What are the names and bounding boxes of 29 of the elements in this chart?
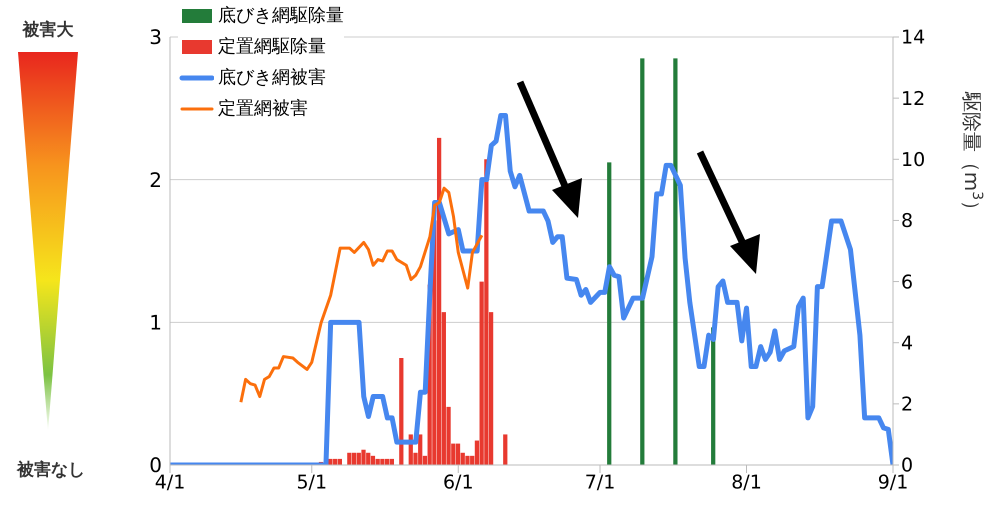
- y2-tick-label: 14: [901, 26, 926, 49]
- x-tick-label: 9/1: [878, 471, 908, 494]
- y2-tick-label: 12: [901, 88, 926, 110]
- text: 被害大: [21, 19, 74, 41]
- x-tick-label: 7/1: [584, 471, 616, 494]
- x-tick-label: 5/1: [296, 471, 328, 494]
- legend-label: 底びき網駆除量: [218, 4, 344, 28]
- legend-label: 底びき網被害: [218, 66, 326, 90]
- y2-tick-label: 4: [901, 332, 914, 354]
- legend-label: 定置網駆除量: [218, 35, 326, 59]
- x-tick-label: 6/1: [442, 471, 474, 494]
- bar: [673, 58, 678, 465]
- y2-tick-label: 10: [901, 149, 926, 172]
- x-tick-label: 4/1: [154, 471, 186, 494]
- bar: [399, 358, 404, 465]
- text: 被害なし: [16, 459, 86, 481]
- bar: [640, 58, 644, 465]
- bar: [711, 327, 716, 465]
- y2-tick-label: 8: [901, 210, 914, 232]
- line-series: [239, 186, 484, 404]
- x-tick-label: 8/1: [731, 471, 762, 494]
- y-tick-label: 2: [149, 168, 162, 192]
- bar: [607, 162, 612, 465]
- y2-tick-label: 2: [901, 394, 914, 416]
- y-tick-label: 1: [149, 310, 162, 334]
- legend-label: 定置網被害: [218, 97, 308, 121]
- y-tick-label: 3: [149, 25, 162, 50]
- y2-tick-label: 6: [901, 271, 914, 294]
- bar: [503, 434, 508, 465]
